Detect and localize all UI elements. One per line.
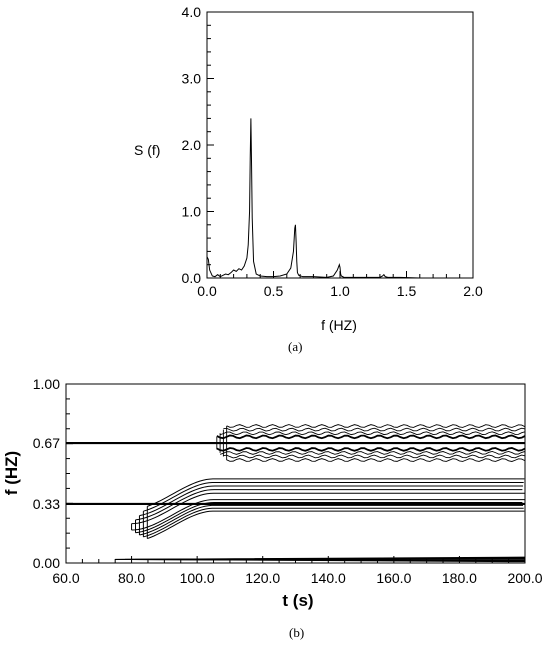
- spectrogram-contour-line: [147, 510, 525, 540]
- spectrum-x-tick-label: 1.5: [397, 283, 417, 299]
- spectrum-x-axis-label: f (HZ): [321, 317, 357, 333]
- spectrum-chart: 0.0 0.5 1.0 1.5 2.0 0.0 1.0 2.0 3.0 4.0 S (f) f (…: [134, 4, 483, 354]
- spectrum-x-tick-label: 0.5: [264, 283, 284, 299]
- spectrogram-ticks: [65, 383, 526, 564]
- spectrogram-x-tick-label: 80.0: [118, 570, 145, 586]
- spectrogram-contour-line: [139, 504, 524, 536]
- spectrogram-x-tick-label: 140.0: [311, 570, 346, 586]
- spectrogram-contours: [115, 424, 525, 563]
- spectrum-x-tick-label: 0.0: [197, 283, 217, 299]
- spectrogram-contour-line: [147, 478, 525, 507]
- spectrum-ticks: [206, 11, 474, 279]
- spectrogram-contour-line: [226, 424, 525, 428]
- spectrum-y-tick-label: 1.0: [182, 204, 202, 220]
- spectrum-tick-labels: 0.0 0.5 1.0 1.5 2.0 0.0 1.0 2.0 3.0 4.0: [182, 4, 483, 299]
- spectrogram-contour-line: [216, 447, 525, 452]
- spectrogram-y-tick-label: 1.00: [33, 376, 60, 392]
- spectrogram-y-tick-label: 0.33: [33, 496, 60, 512]
- spectrum-series-line: [206, 118, 473, 279]
- spectrogram-contour-line: [135, 502, 523, 534]
- spectrogram-contour-line: [219, 451, 525, 455]
- caption-b: (b): [289, 625, 304, 640]
- spectrum-y-tick-label: 3.0: [182, 71, 202, 87]
- spectrogram-contour-line: [223, 454, 525, 459]
- spectrogram-y-axis-label: f (HZ): [2, 451, 21, 495]
- spectrogram-y-tick-label: 0.67: [33, 435, 60, 451]
- spectrogram-tick-labels: 60.0 80.0 100.0 120.0 140.0 160.0 180.0 200.0 0.…: [33, 376, 543, 586]
- spectrogram-contour-line: [135, 489, 523, 521]
- spectrogram-x-tick-label: 180.0: [442, 570, 477, 586]
- spectrogram-contour-line: [143, 481, 524, 512]
- spectrum-y-tick-label: 2.0: [182, 137, 202, 153]
- spectrogram-reference-lines: [66, 441, 525, 506]
- spectrogram-x-axis-label: t (s): [282, 591, 313, 610]
- spectrogram-contour-line: [139, 485, 524, 517]
- caption-a: (a): [288, 339, 302, 354]
- spectrum-y-axis-label: S (f): [134, 142, 160, 158]
- spectrogram-contour-line: [219, 431, 525, 436]
- spectrogram-x-tick-label: 60.0: [52, 570, 79, 586]
- spectrum-y-tick-label: 4.0: [182, 4, 202, 20]
- spectrogram-y-tick-label: 0.00: [33, 555, 60, 571]
- spectrum-y-tick-label: 0.0: [182, 270, 202, 286]
- spectrogram-plot-frame: [65, 383, 526, 564]
- spectrogram-contour-line: [223, 427, 525, 432]
- spectrogram-contour-line: [226, 458, 525, 462]
- spectrogram-contour-line: [216, 434, 525, 440]
- spectrum-plot-frame: [206, 11, 474, 279]
- spectrum-x-tick-label: 1.0: [330, 283, 350, 299]
- spectrogram-x-tick-label: 120.0: [245, 570, 280, 586]
- spectrogram-x-tick-label: 200.0: [507, 570, 542, 586]
- spectrogram-contour-line: [131, 499, 525, 531]
- spectrogram-contour-line: [134, 556, 525, 563]
- spectrogram-contour-line: [143, 507, 524, 538]
- spectrogram-chart: 60.0 80.0 100.0 120.0 140.0 160.0 180.0 200.0 0.…: [2, 376, 543, 640]
- spectrum-x-tick-label: 2.0: [463, 283, 483, 299]
- spectrogram-x-tick-label: 100.0: [180, 570, 215, 586]
- spectrogram-x-tick-label: 160.0: [376, 570, 411, 586]
- spectrogram-contour-line: [131, 492, 525, 525]
